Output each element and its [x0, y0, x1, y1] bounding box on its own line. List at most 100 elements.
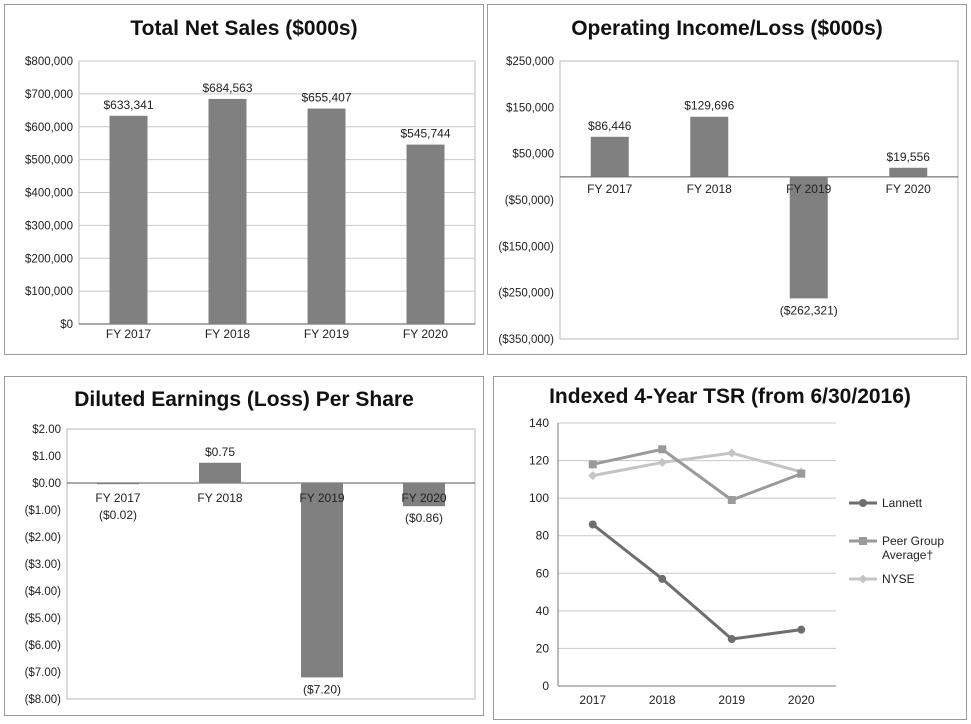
- y-tick-label: $500,000: [25, 155, 73, 167]
- data-label: $684,563: [202, 81, 252, 95]
- y-tick-label: 80: [536, 529, 550, 543]
- y-tick-label: $200,000: [25, 253, 73, 265]
- bar: [889, 167, 928, 177]
- y-tick-label: 100: [529, 491, 549, 505]
- data-point: [588, 471, 598, 481]
- data-point: [588, 520, 597, 529]
- data-point: [727, 496, 736, 505]
- bar: [403, 483, 445, 507]
- y-tick-label: ($350,000): [498, 334, 554, 346]
- data-point: [727, 448, 737, 458]
- y-tick-label: 40: [536, 604, 550, 618]
- category-label: FY 2019: [299, 491, 344, 505]
- y-tick-label: $1.00: [32, 451, 61, 463]
- data-label: ($7.20): [303, 682, 341, 696]
- y-tick-label: $2.00: [32, 424, 61, 436]
- data-point: [588, 460, 597, 469]
- bar: [301, 483, 343, 678]
- y-tick-label: ($50,000): [505, 195, 554, 207]
- bar: [208, 98, 247, 324]
- y-tick-label: 20: [536, 641, 550, 655]
- legend-label: Average†: [882, 548, 933, 562]
- data-label: ($0.86): [405, 511, 443, 525]
- y-tick-label: ($250,000): [498, 288, 554, 300]
- y-tick-label: $150,000: [506, 102, 554, 114]
- category-label: FY 2019: [786, 182, 831, 196]
- eps-chart: $2.00 $1.00 $0.00 ($1.00) ($2.00) ($3.00) ($4.…: [25, 424, 476, 706]
- data-label: $19,556: [887, 150, 931, 164]
- y-tick-label: ($7.00): [25, 667, 62, 679]
- category-label: FY 2017: [587, 182, 632, 196]
- y-tick-label: $400,000: [25, 188, 73, 200]
- series-line: [592, 447, 802, 502]
- x-tick-label: 2019: [718, 693, 745, 707]
- category-label: FY 2020: [401, 491, 446, 505]
- category-label: FY 2020: [403, 327, 448, 341]
- category-label: FY 2018: [687, 182, 732, 196]
- net-sales-title: Total Net Sales ($000s): [130, 17, 358, 40]
- legend-label: Peer Group: [882, 534, 944, 548]
- data-label: $129,696: [684, 99, 734, 113]
- category-label: FY 2018: [197, 491, 242, 505]
- net-sales-panel: Total Net Sales ($000s) $0 $100,000 $200,0…: [4, 4, 484, 355]
- y-tick-label: $300,000: [25, 220, 73, 232]
- eps-panel: Diluted Earnings (Loss) Per Share $2.00 $…: [4, 376, 484, 716]
- eps-title: Diluted Earnings (Loss) Per Share: [74, 388, 414, 411]
- data-point: [727, 635, 736, 644]
- data-point: [859, 499, 867, 507]
- net-sales-chart: $0 $100,000 $200,000 $300,000 $400,000 $500,0…: [25, 56, 476, 341]
- y-tick-label: 0: [542, 679, 549, 693]
- y-tick-label: 120: [529, 454, 549, 468]
- series-line: [591, 523, 802, 641]
- data-label: $655,407: [301, 91, 351, 105]
- y-tick-label: ($5.00): [25, 613, 62, 625]
- data-label: $0.75: [205, 445, 235, 459]
- y-tick-label: $50,000: [512, 149, 554, 161]
- y-tick-label: ($1.00): [25, 505, 62, 517]
- series-line: [592, 451, 802, 478]
- data-point: [858, 574, 868, 584]
- y-tick-label: ($6.00): [25, 640, 62, 652]
- data-point: [797, 469, 806, 478]
- data-label: ($262,321): [780, 303, 838, 317]
- bar: [109, 115, 148, 324]
- data-label: ($0.02): [99, 508, 137, 522]
- plot-area: [559, 60, 959, 340]
- data-label: $633,341: [103, 98, 153, 112]
- operating-income-title: Operating Income/Loss ($000s): [571, 17, 883, 40]
- y-tick-label: 60: [536, 566, 550, 580]
- y-tick-label: $100,000: [25, 286, 73, 298]
- operating-income-panel: Operating Income/Loss ($000s) $250,000 $1…: [487, 4, 967, 355]
- data-label: $86,446: [588, 119, 632, 133]
- category-label: FY 2017: [95, 491, 140, 505]
- y-tick-label: $0: [60, 319, 73, 331]
- bar: [789, 176, 828, 299]
- plot-area: [66, 428, 476, 700]
- data-point: [859, 537, 867, 545]
- y-tick-label: ($3.00): [25, 559, 62, 571]
- y-tick-label: $250,000: [506, 56, 554, 68]
- category-label: FY 2017: [106, 327, 151, 341]
- category-label: FY 2020: [886, 182, 931, 196]
- bar: [307, 108, 346, 325]
- bar: [199, 462, 241, 483]
- y-tick-label: ($2.00): [25, 532, 62, 544]
- category-label: FY 2019: [304, 327, 349, 341]
- data-point: [797, 625, 806, 634]
- data-point: [657, 457, 667, 467]
- operating-income-chart: $250,000 $150,000 $50,000 ($50,000) ($150,00…: [498, 56, 959, 346]
- y-tick-label: $800,000: [25, 56, 73, 68]
- tsr-chart: 0 20 40 60 80 100 120 140 2017 2018 2019 2020 Lannet…: [529, 416, 944, 707]
- legend-label: Lannett: [882, 496, 923, 510]
- tsr-title: Indexed 4-Year TSR (from 6/30/2016): [549, 385, 911, 408]
- y-tick-label: $0.00: [32, 478, 61, 490]
- bar: [97, 483, 139, 485]
- x-tick-label: 2020: [788, 693, 815, 707]
- y-tick-label: 140: [529, 416, 549, 430]
- legend-label: NYSE: [882, 572, 915, 586]
- y-tick-label: $600,000: [25, 122, 73, 134]
- data-label: $545,744: [400, 127, 450, 141]
- bar: [590, 136, 629, 177]
- tsr-panel: Indexed 4-Year TSR (from 6/30/2016) 0 20 4…: [493, 376, 967, 720]
- bar: [690, 116, 729, 177]
